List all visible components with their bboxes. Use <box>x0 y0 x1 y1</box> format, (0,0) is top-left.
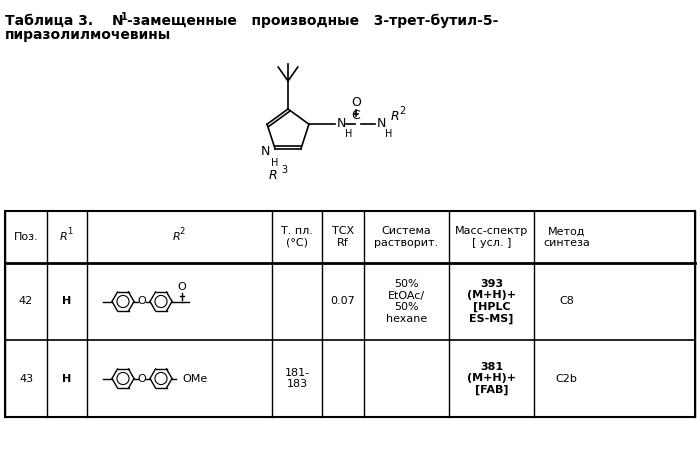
Text: C2b: C2b <box>556 374 578 383</box>
Text: 43: 43 <box>19 374 33 383</box>
Text: пиразолилмочевины: пиразолилмочевины <box>5 28 172 42</box>
Text: H: H <box>345 129 352 139</box>
Text: O: O <box>138 296 146 307</box>
Text: Поз.: Поз. <box>13 232 38 242</box>
Text: 2: 2 <box>180 228 185 237</box>
Text: R: R <box>391 110 400 123</box>
Text: 181-
183: 181- 183 <box>284 368 309 389</box>
Text: 42: 42 <box>19 296 33 307</box>
Text: H: H <box>385 129 392 139</box>
Text: 0.07: 0.07 <box>330 296 356 307</box>
Text: H: H <box>272 158 279 168</box>
Text: Масс-спектр
[ усл. ]: Масс-спектр [ усл. ] <box>455 226 528 248</box>
Text: C8: C8 <box>559 296 574 307</box>
Text: Система
растворит.: Система растворит. <box>374 226 439 248</box>
Text: -замещенные   производные   3-трет-бутил-5-: -замещенные производные 3-трет-бутил-5- <box>127 14 498 28</box>
Text: C: C <box>351 109 360 122</box>
Text: H: H <box>62 296 71 307</box>
Text: R: R <box>60 232 68 242</box>
Bar <box>5 211 695 417</box>
Text: 2: 2 <box>399 106 405 116</box>
Text: N: N <box>112 14 124 28</box>
Text: R: R <box>173 232 181 242</box>
Text: 3: 3 <box>281 165 287 175</box>
Text: H: H <box>62 374 71 383</box>
Text: Т. пл.
(°C): Т. пл. (°C) <box>281 226 313 248</box>
Text: N: N <box>260 145 270 158</box>
Text: O: O <box>351 96 361 109</box>
Text: 1: 1 <box>121 12 127 22</box>
Text: O: O <box>178 282 186 291</box>
Text: OMe: OMe <box>182 374 207 383</box>
Text: N: N <box>377 117 386 130</box>
Text: O: O <box>138 374 146 383</box>
Text: N: N <box>337 117 346 130</box>
Text: R: R <box>269 169 277 182</box>
Text: Метод
синтеза: Метод синтеза <box>543 226 590 248</box>
Text: 393
(M+H)+
[HPLC
ES-MS]: 393 (M+H)+ [HPLC ES-MS] <box>467 279 516 324</box>
Text: Таблица 3.: Таблица 3. <box>5 14 93 28</box>
Text: 1: 1 <box>67 228 73 237</box>
Text: 381
(M+H)+
[FAB]: 381 (M+H)+ [FAB] <box>467 362 516 395</box>
Text: 50%
EtOAc/
50%
hexane: 50% EtOAc/ 50% hexane <box>386 279 427 324</box>
Text: ТСХ
Rf: ТСХ Rf <box>332 226 354 248</box>
